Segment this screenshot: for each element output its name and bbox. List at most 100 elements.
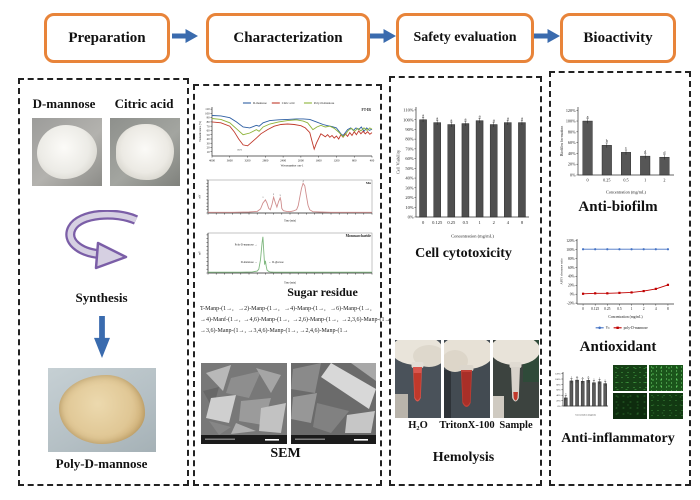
svg-text:0: 0 bbox=[422, 220, 425, 225]
svg-text:8: 8 bbox=[667, 307, 669, 311]
svg-text:3673: 3673 bbox=[237, 148, 243, 151]
anti-inflammatory-chart: 0% 20% 40% 60% 80% 100% 120% b a a a a a a a Concentrat… bbox=[554, 367, 610, 417]
svg-text:80%: 80% bbox=[568, 129, 576, 134]
hemolysis-photo-water bbox=[395, 340, 441, 418]
svg-text:80: 80 bbox=[207, 120, 211, 124]
svg-text:1: 1 bbox=[631, 307, 633, 311]
svg-text:a: a bbox=[582, 376, 584, 379]
svg-text:60%: 60% bbox=[568, 140, 576, 145]
antioxidant-chart: -20% 0% 20% 40% 60% 80% 100% 120% 0 0.125 0.25 0.5 1… bbox=[559, 233, 679, 330]
hemolysis-photo-sample bbox=[493, 340, 539, 418]
down-arrow-icon bbox=[94, 316, 110, 358]
powder-blob bbox=[36, 124, 98, 180]
svg-text:100%: 100% bbox=[555, 378, 561, 381]
svg-text:40%: 40% bbox=[556, 394, 560, 397]
svg-text:30: 30 bbox=[207, 141, 211, 145]
svg-text:1200: 1200 bbox=[333, 158, 340, 162]
svg-text:a: a bbox=[571, 376, 573, 379]
svg-text:110%: 110% bbox=[403, 108, 414, 113]
sem-image-1 bbox=[201, 363, 287, 444]
svg-text:a: a bbox=[605, 378, 607, 381]
svg-text:a: a bbox=[587, 114, 589, 119]
svg-text:Cell Viability: Cell Viability bbox=[396, 149, 401, 174]
antiinflammatory-label: Anti-inflammatory bbox=[561, 431, 675, 446]
step-box-safety: Safety evaluation bbox=[396, 13, 534, 63]
svg-text:8: 8 bbox=[521, 220, 524, 225]
cell-viability-chart: 0% 10% 20% 30% 40% 50% 60% 70% 80% 90% 100% 110% 0 0.… bbox=[395, 97, 535, 239]
svg-text:0.5: 0.5 bbox=[463, 220, 469, 225]
svg-text:b: b bbox=[606, 138, 608, 143]
sugar-residue-line: →4)-Manf-(1→, →4,6)-Manp-(1→, →2,6)-Manp… bbox=[200, 317, 392, 323]
svg-text:1: 1 bbox=[478, 220, 480, 225]
svg-text:60%: 60% bbox=[405, 156, 414, 161]
svg-text:3200: 3200 bbox=[245, 158, 252, 162]
svg-text:ABTS clearance ratio: ABTS clearance ratio bbox=[560, 258, 564, 284]
svg-text:30%: 30% bbox=[405, 185, 414, 190]
svg-text:40%: 40% bbox=[568, 275, 575, 279]
fluorescence-cell bbox=[649, 365, 683, 391]
svg-text:3600: 3600 bbox=[227, 158, 234, 162]
svg-text:-20%: -20% bbox=[567, 301, 575, 305]
svg-text:4: 4 bbox=[507, 220, 510, 225]
svg-text:3: 3 bbox=[280, 194, 282, 197]
svg-text:100%: 100% bbox=[403, 117, 414, 122]
svg-text:400: 400 bbox=[370, 158, 375, 162]
svg-text:20%: 20% bbox=[556, 399, 560, 402]
svg-text:0.25: 0.25 bbox=[604, 307, 610, 311]
synthesis-label: Synthesis bbox=[75, 290, 128, 305]
svg-text:0%: 0% bbox=[570, 173, 576, 178]
svg-text:a: a bbox=[588, 375, 590, 378]
svg-text:FT-IR: FT-IR bbox=[362, 108, 372, 112]
cytotoxicity-label: Cell cytotoxicity bbox=[415, 246, 512, 261]
svg-text:0.125: 0.125 bbox=[432, 220, 443, 225]
svg-text:40%: 40% bbox=[568, 151, 576, 156]
svg-text:70%: 70% bbox=[405, 146, 414, 151]
svg-text:60: 60 bbox=[207, 129, 211, 133]
panel-characterization: 10 20 30 40 50 60 70 80 90 100 110 4000 3600 3200 2800… bbox=[193, 84, 392, 486]
svg-text:0.25: 0.25 bbox=[603, 178, 610, 183]
svg-text:0.5: 0.5 bbox=[623, 178, 628, 183]
svg-text:60%: 60% bbox=[556, 389, 560, 392]
photo-d-mannose-powder bbox=[32, 118, 102, 186]
fluorescence-cell bbox=[613, 365, 647, 391]
svg-text:0: 0 bbox=[582, 307, 584, 311]
svg-text:40%: 40% bbox=[405, 176, 414, 181]
svg-text:110: 110 bbox=[205, 107, 210, 111]
step-box-characterization: Characterization bbox=[206, 13, 370, 63]
tube-label-tritonx100: TritonX-100 bbox=[439, 420, 495, 431]
svg-text:80%: 80% bbox=[405, 137, 414, 142]
product-label: Poly-D-mannose bbox=[55, 456, 148, 471]
svg-text:a: a bbox=[599, 377, 601, 380]
step-label-bioactivity: Bioactivity bbox=[583, 29, 653, 46]
svg-text:100%: 100% bbox=[566, 119, 576, 124]
svg-text:Transmittance (%): Transmittance (%) bbox=[199, 121, 202, 142]
svg-text:Poly-D-mannose →: Poly-D-mannose → bbox=[235, 244, 258, 247]
svg-text:1: 1 bbox=[644, 178, 646, 183]
svg-text:120%: 120% bbox=[566, 239, 574, 243]
svg-text:2: 2 bbox=[643, 307, 645, 311]
svg-text:a: a bbox=[479, 113, 481, 118]
svg-text:a: a bbox=[521, 115, 523, 120]
ftir-chart: 10 20 30 40 50 60 70 80 90 100 110 4000 3600 3200 2800… bbox=[198, 98, 376, 168]
svg-text:120%: 120% bbox=[566, 108, 576, 113]
svg-text:mV: mV bbox=[199, 194, 202, 198]
photo-citric-acid-powder bbox=[110, 118, 180, 186]
svg-text:Biofilm formation: Biofilm formation bbox=[559, 125, 564, 156]
mn-chromatogram-chart: 1 2 3 4 Mn mV Time (min) bbox=[198, 173, 376, 223]
sugar-residue-line: →3,6)-Manp-(1→, →3,4,6)-Manp-(1→, →2,4,6… bbox=[200, 328, 349, 334]
svg-text:a: a bbox=[422, 112, 424, 117]
sem-label: SEM bbox=[270, 446, 301, 461]
svg-text:0: 0 bbox=[587, 178, 589, 183]
step-box-bioactivity: Bioactivity bbox=[560, 13, 676, 63]
svg-text:2: 2 bbox=[493, 220, 495, 225]
anti-biofilm-chart: 0% 20% 40% 60% 80% 100% 120% 0 0.25 0.5 1 2 a b c d d Bio… bbox=[559, 99, 679, 195]
svg-text:2800: 2800 bbox=[262, 158, 269, 162]
svg-text:c: c bbox=[625, 145, 627, 150]
svg-text:50%: 50% bbox=[405, 166, 414, 171]
svg-text:Concentration (mg/mL): Concentration (mg/mL) bbox=[606, 190, 646, 195]
svg-text:a: a bbox=[593, 378, 595, 381]
svg-text:0%: 0% bbox=[570, 293, 575, 297]
svg-text:D-mannose →: D-mannose → bbox=[241, 261, 258, 264]
svg-text:90%: 90% bbox=[405, 127, 414, 132]
svg-text:20%: 20% bbox=[405, 195, 414, 200]
